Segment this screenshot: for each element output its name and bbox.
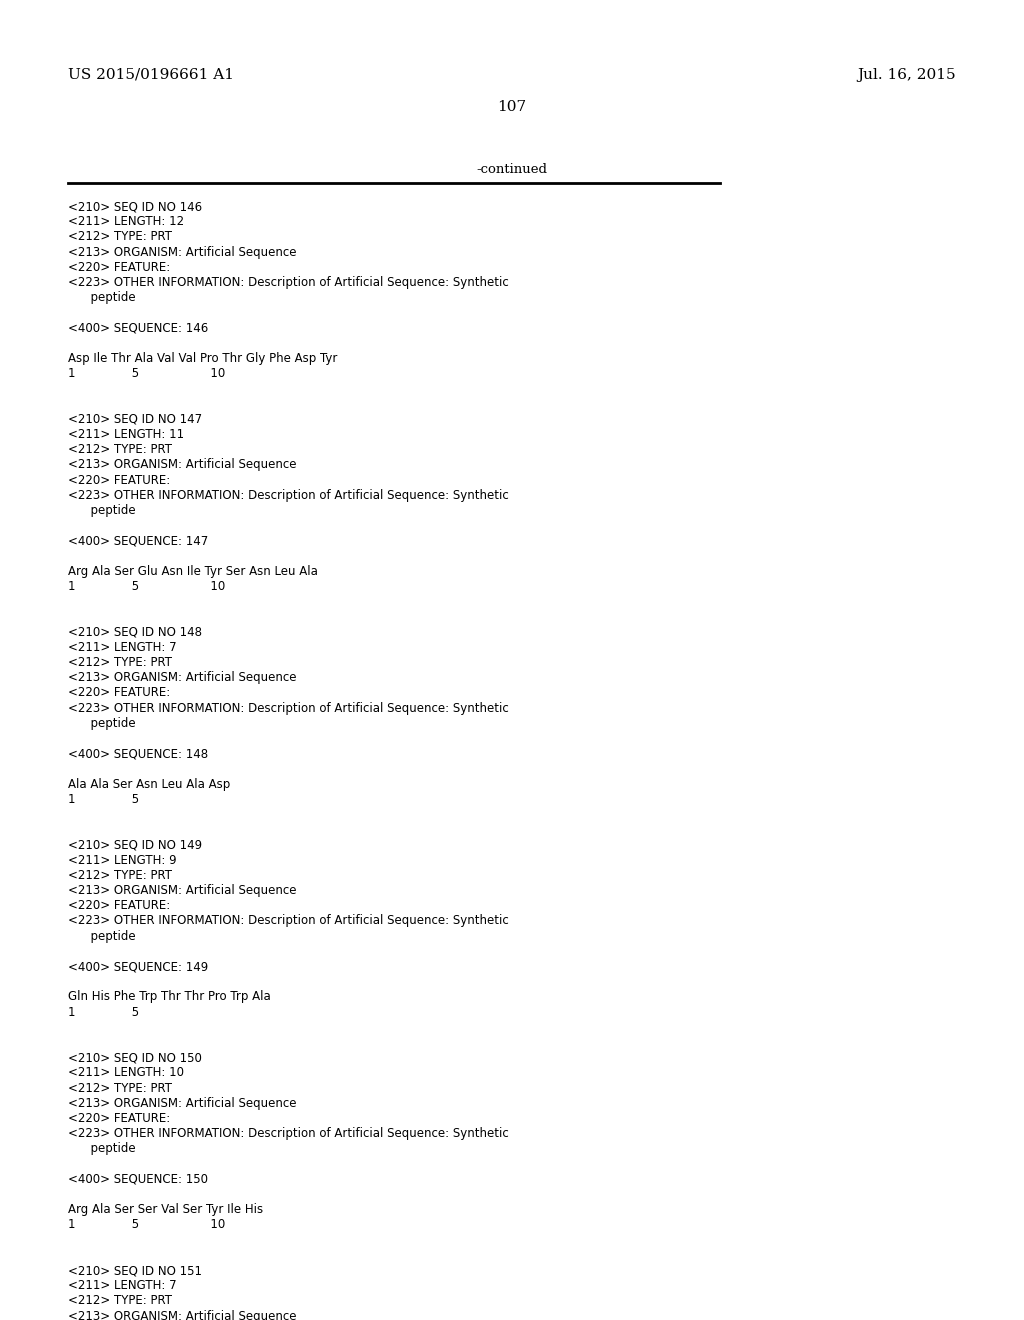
Text: <220> FEATURE:: <220> FEATURE: — [68, 1111, 170, 1125]
Text: <400> SEQUENCE: 150: <400> SEQUENCE: 150 — [68, 1172, 208, 1185]
Text: <211> LENGTH: 11: <211> LENGTH: 11 — [68, 428, 184, 441]
Text: <223> OTHER INFORMATION: Description of Artificial Sequence: Synthetic: <223> OTHER INFORMATION: Description of … — [68, 702, 509, 714]
Text: Arg Ala Ser Ser Val Ser Tyr Ile His: Arg Ala Ser Ser Val Ser Tyr Ile His — [68, 1204, 263, 1216]
Text: peptide: peptide — [68, 1142, 135, 1155]
Text: <213> ORGANISM: Artificial Sequence: <213> ORGANISM: Artificial Sequence — [68, 246, 297, 259]
Text: Arg Ala Ser Glu Asn Ile Tyr Ser Asn Leu Ala: Arg Ala Ser Glu Asn Ile Tyr Ser Asn Leu … — [68, 565, 317, 578]
Text: -continued: -continued — [476, 162, 548, 176]
Text: <211> LENGTH: 7: <211> LENGTH: 7 — [68, 640, 176, 653]
Text: <210> SEQ ID NO 148: <210> SEQ ID NO 148 — [68, 626, 202, 639]
Text: <213> ORGANISM: Artificial Sequence: <213> ORGANISM: Artificial Sequence — [68, 884, 297, 898]
Text: <212> TYPE: PRT: <212> TYPE: PRT — [68, 444, 172, 457]
Text: <211> LENGTH: 7: <211> LENGTH: 7 — [68, 1279, 176, 1292]
Text: <400> SEQUENCE: 148: <400> SEQUENCE: 148 — [68, 747, 208, 760]
Text: 1               5                   10: 1 5 10 — [68, 367, 225, 380]
Text: Gln His Phe Trp Thr Thr Pro Trp Ala: Gln His Phe Trp Thr Thr Pro Trp Ala — [68, 990, 270, 1003]
Text: 107: 107 — [498, 100, 526, 114]
Text: <211> LENGTH: 9: <211> LENGTH: 9 — [68, 854, 176, 867]
Text: <220> FEATURE:: <220> FEATURE: — [68, 474, 170, 487]
Text: <211> LENGTH: 12: <211> LENGTH: 12 — [68, 215, 184, 228]
Text: <213> ORGANISM: Artificial Sequence: <213> ORGANISM: Artificial Sequence — [68, 1097, 297, 1110]
Text: peptide: peptide — [68, 929, 135, 942]
Text: <223> OTHER INFORMATION: Description of Artificial Sequence: Synthetic: <223> OTHER INFORMATION: Description of … — [68, 276, 509, 289]
Text: Ala Ala Ser Asn Leu Ala Asp: Ala Ala Ser Asn Leu Ala Asp — [68, 777, 230, 791]
Text: <223> OTHER INFORMATION: Description of Artificial Sequence: Synthetic: <223> OTHER INFORMATION: Description of … — [68, 488, 509, 502]
Text: <220> FEATURE:: <220> FEATURE: — [68, 899, 170, 912]
Text: 1               5                   10: 1 5 10 — [68, 1218, 225, 1232]
Text: 1               5: 1 5 — [68, 1006, 139, 1019]
Text: <213> ORGANISM: Artificial Sequence: <213> ORGANISM: Artificial Sequence — [68, 671, 297, 684]
Text: <212> TYPE: PRT: <212> TYPE: PRT — [68, 656, 172, 669]
Text: 1               5: 1 5 — [68, 793, 139, 805]
Text: Asp Ile Thr Ala Val Val Pro Thr Gly Phe Asp Tyr: Asp Ile Thr Ala Val Val Pro Thr Gly Phe … — [68, 352, 337, 366]
Text: US 2015/0196661 A1: US 2015/0196661 A1 — [68, 69, 234, 82]
Text: <400> SEQUENCE: 146: <400> SEQUENCE: 146 — [68, 322, 208, 334]
Text: <210> SEQ ID NO 147: <210> SEQ ID NO 147 — [68, 413, 202, 426]
Text: <400> SEQUENCE: 149: <400> SEQUENCE: 149 — [68, 960, 208, 973]
Text: <210> SEQ ID NO 146: <210> SEQ ID NO 146 — [68, 201, 202, 213]
Text: <212> TYPE: PRT: <212> TYPE: PRT — [68, 1081, 172, 1094]
Text: <210> SEQ ID NO 151: <210> SEQ ID NO 151 — [68, 1265, 202, 1276]
Text: <223> OTHER INFORMATION: Description of Artificial Sequence: Synthetic: <223> OTHER INFORMATION: Description of … — [68, 1127, 509, 1140]
Text: peptide: peptide — [68, 292, 135, 304]
Text: Jul. 16, 2015: Jul. 16, 2015 — [857, 69, 956, 82]
Text: <220> FEATURE:: <220> FEATURE: — [68, 261, 170, 273]
Text: <213> ORGANISM: Artificial Sequence: <213> ORGANISM: Artificial Sequence — [68, 458, 297, 471]
Text: <223> OTHER INFORMATION: Description of Artificial Sequence: Synthetic: <223> OTHER INFORMATION: Description of … — [68, 915, 509, 928]
Text: <211> LENGTH: 10: <211> LENGTH: 10 — [68, 1067, 184, 1080]
Text: peptide: peptide — [68, 504, 135, 517]
Text: 1               5                   10: 1 5 10 — [68, 579, 225, 593]
Text: <212> TYPE: PRT: <212> TYPE: PRT — [68, 231, 172, 243]
Text: <212> TYPE: PRT: <212> TYPE: PRT — [68, 1295, 172, 1307]
Text: <400> SEQUENCE: 147: <400> SEQUENCE: 147 — [68, 535, 208, 548]
Text: <210> SEQ ID NO 150: <210> SEQ ID NO 150 — [68, 1051, 202, 1064]
Text: <210> SEQ ID NO 149: <210> SEQ ID NO 149 — [68, 838, 202, 851]
Text: peptide: peptide — [68, 717, 135, 730]
Text: <213> ORGANISM: Artificial Sequence: <213> ORGANISM: Artificial Sequence — [68, 1309, 297, 1320]
Text: <220> FEATURE:: <220> FEATURE: — [68, 686, 170, 700]
Text: <212> TYPE: PRT: <212> TYPE: PRT — [68, 869, 172, 882]
